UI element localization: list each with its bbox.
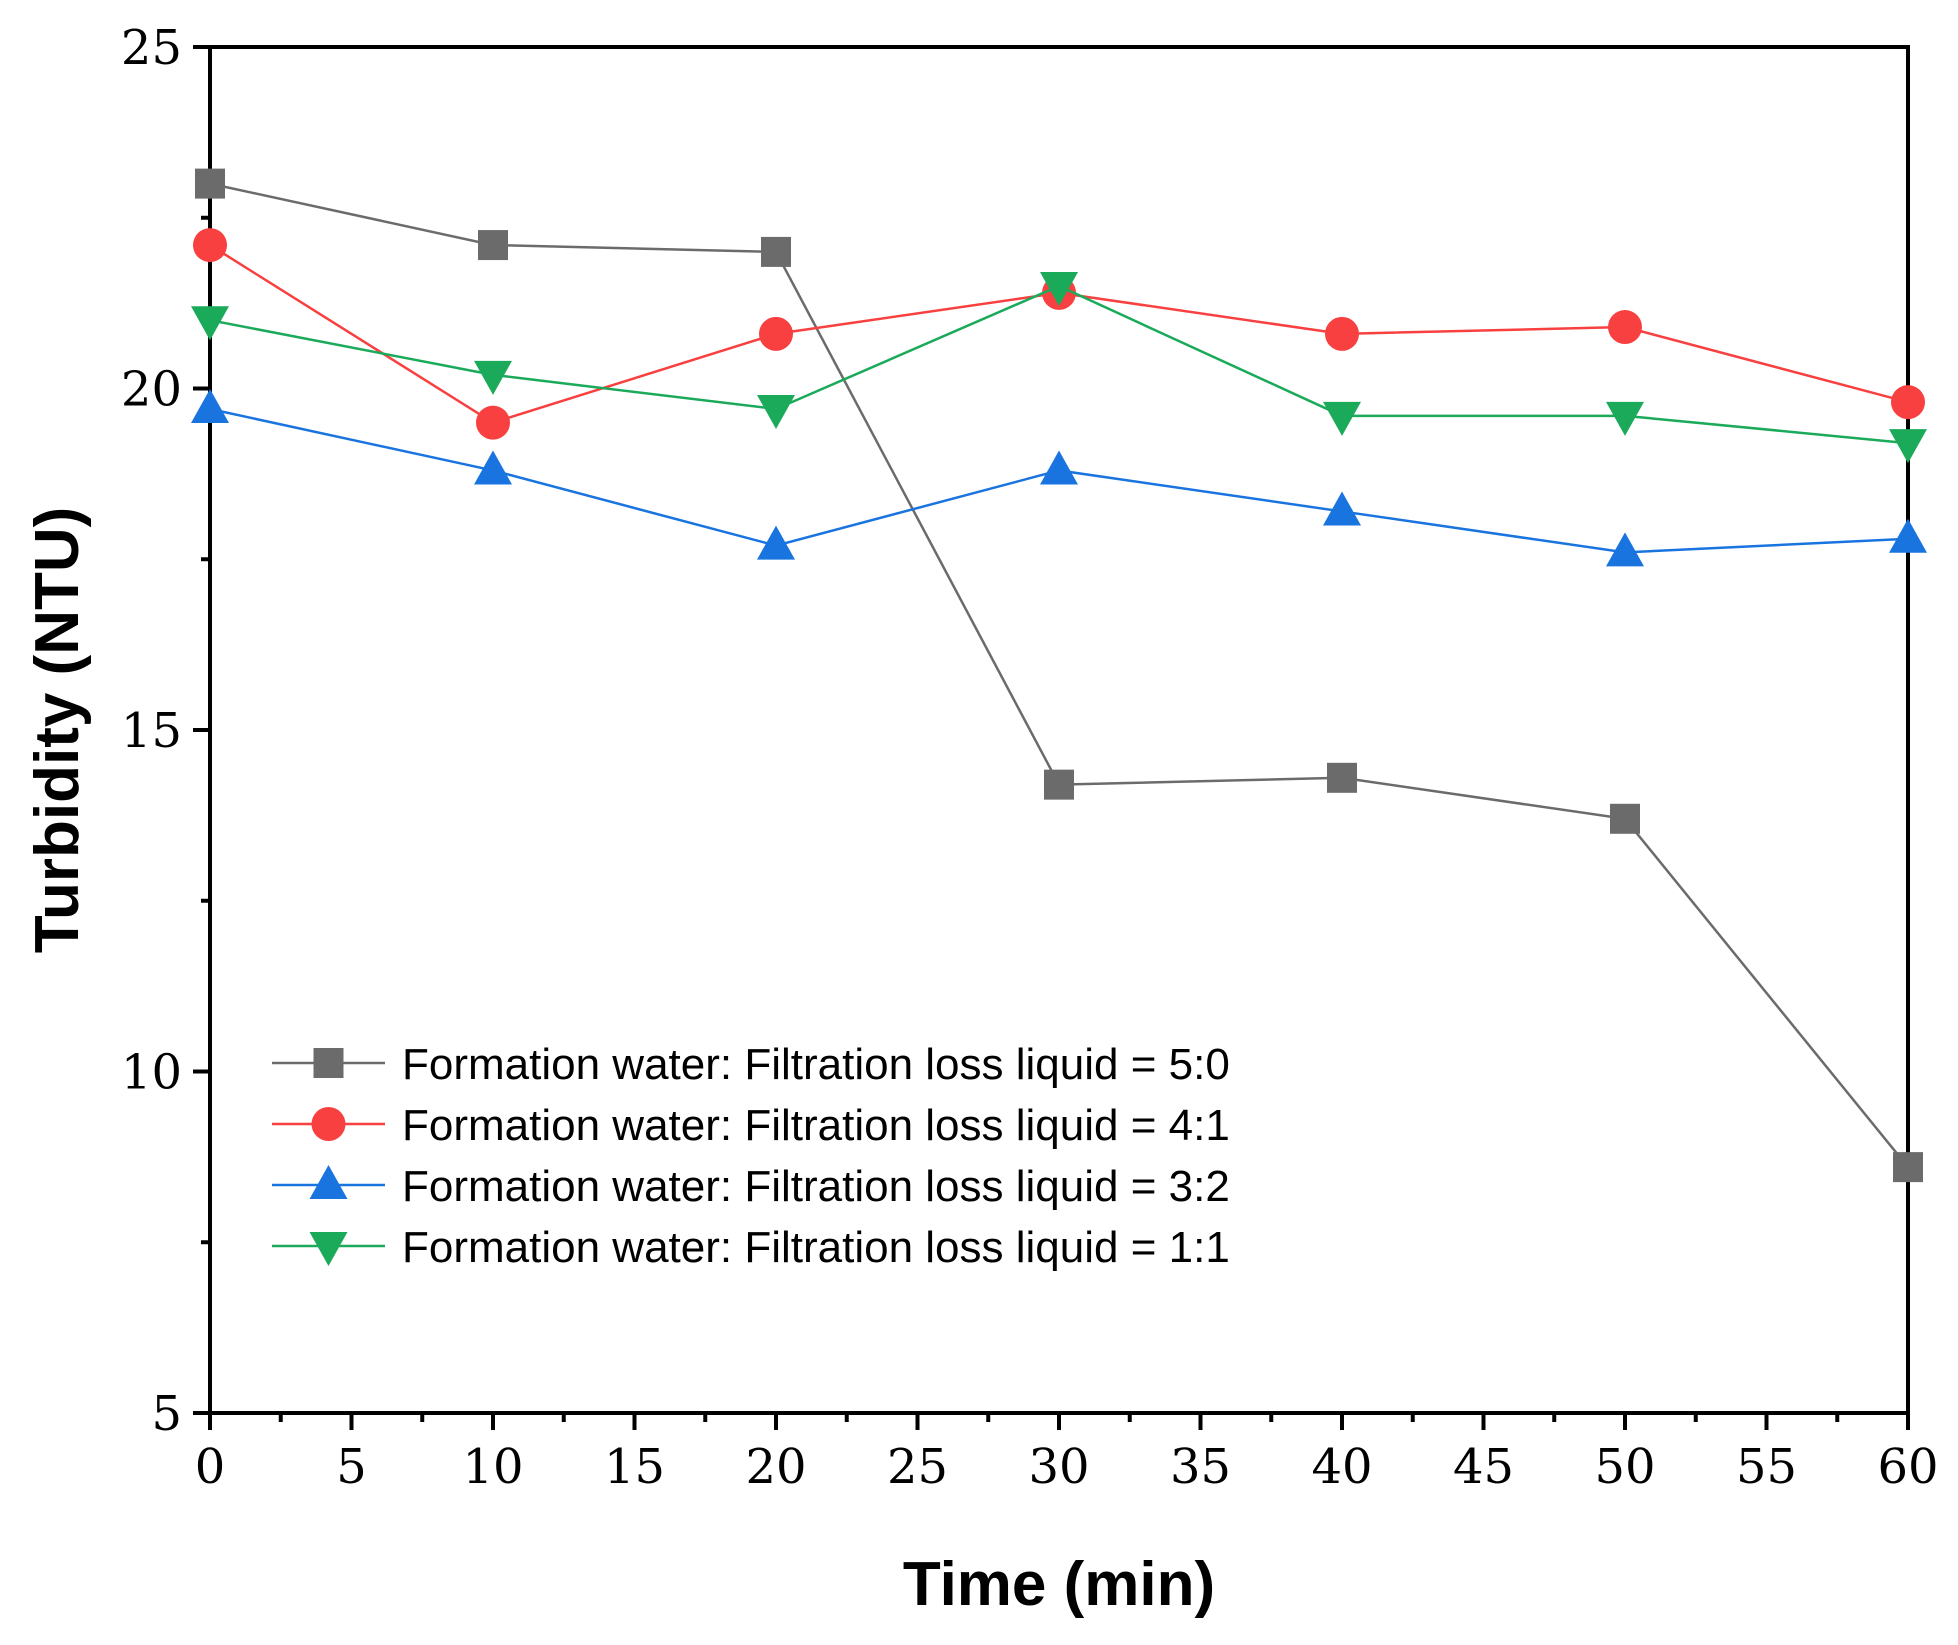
x-tick-label: 25 [887, 1439, 948, 1495]
legend-entry: Formation water: Filtration loss liquid … [272, 1162, 1230, 1211]
x-tick-label: 20 [745, 1439, 806, 1495]
x-tick-label: 50 [1594, 1439, 1655, 1495]
series-2 [193, 228, 1925, 440]
data-point [1608, 310, 1642, 345]
data-point [476, 405, 510, 440]
x-tick-label: 0 [195, 1439, 226, 1495]
series-1 [195, 168, 1923, 1183]
data-point [1891, 385, 1925, 420]
legend-entry: Formation water: Filtration loss liquid … [272, 1040, 1230, 1089]
y-tick-label: 20 [121, 362, 182, 418]
legend-marker [313, 1048, 344, 1078]
x-tick-label: 35 [1170, 1439, 1231, 1495]
x-tick-label: 55 [1736, 1439, 1797, 1495]
data-point [1606, 532, 1644, 567]
legend-entry: Formation water: Filtration loss liquid … [272, 1223, 1230, 1272]
data-point [1323, 491, 1361, 526]
data-point [1044, 769, 1074, 800]
data-point [193, 228, 227, 263]
data-point [478, 230, 508, 261]
series-line [209, 244, 1909, 425]
data-point [1323, 401, 1361, 436]
legend-label: Formation water: Filtration loss liquid … [402, 1162, 1230, 1211]
y-tick-label: 15 [121, 703, 182, 759]
y-axis-title: Turbidity (NTU) [23, 507, 92, 954]
legend-marker [311, 1107, 346, 1141]
data-point [757, 525, 795, 560]
data-point [1040, 450, 1078, 485]
data-point [759, 316, 793, 351]
series-layer [191, 168, 1927, 1183]
data-point [195, 168, 225, 199]
data-point [757, 394, 795, 429]
legend-marker [309, 1165, 348, 1199]
data-point [1040, 272, 1078, 307]
x-tick-label: 10 [462, 1439, 523, 1495]
y-tick-label: 25 [121, 20, 182, 76]
legend: Formation water: Filtration loss liquid … [272, 1040, 1230, 1272]
series-4 [191, 272, 1927, 464]
data-point [1889, 518, 1927, 553]
x-tick-label: 15 [604, 1439, 665, 1495]
legend-label: Formation water: Filtration loss liquid … [402, 1101, 1230, 1150]
data-point [761, 236, 791, 267]
x-axis-title: Time (min) [903, 1550, 1215, 1619]
data-point [191, 306, 229, 341]
legend-marker [309, 1232, 348, 1266]
legend-entry: Formation water: Filtration loss liquid … [272, 1101, 1230, 1150]
y-tick-label: 5 [151, 1386, 182, 1442]
data-point [1610, 803, 1640, 834]
legend-label: Formation water: Filtration loss liquid … [402, 1040, 1230, 1089]
x-tick-label: 60 [1877, 1439, 1938, 1495]
series-3 [191, 388, 1927, 567]
legend-label: Formation water: Filtration loss liquid … [402, 1223, 1230, 1272]
y-tick-label: 10 [121, 1045, 182, 1101]
x-tick-label: 30 [1028, 1439, 1089, 1495]
x-tick-label: 5 [336, 1439, 367, 1495]
data-point [474, 450, 512, 485]
data-point [1893, 1152, 1923, 1183]
data-point [191, 388, 229, 423]
series-line [209, 182, 1909, 1168]
data-point [1889, 429, 1927, 464]
data-point [474, 360, 512, 395]
x-tick-label: 40 [1311, 1439, 1372, 1495]
data-point [1606, 401, 1644, 436]
x-tick-label: 45 [1453, 1439, 1514, 1495]
data-point [1325, 316, 1359, 351]
data-point [1327, 762, 1357, 793]
